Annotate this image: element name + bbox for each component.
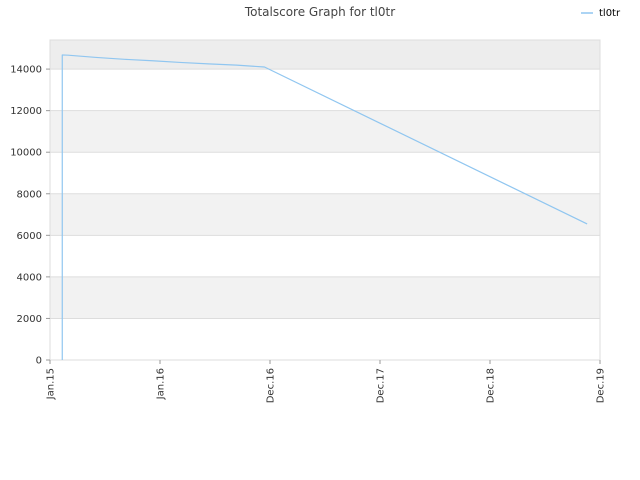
x-tick-label: Jan.16 (156, 368, 167, 400)
y-tick-label: 0 (36, 356, 42, 367)
plot-band (50, 69, 600, 111)
x-tick-label: Jan.15 (46, 368, 57, 400)
y-axis-ticks: 0 2000 4000 6000 8000 10000 12000 14000 (10, 65, 50, 367)
plot-band (50, 40, 600, 70)
chart-title: Totalscore Graph for tl0tr (244, 5, 395, 19)
y-tick-label: 6000 (17, 231, 42, 242)
y-tick-label: 14000 (10, 65, 42, 76)
legend[interactable]: tl0tr (581, 8, 621, 19)
plot-band (50, 318, 600, 360)
plot-band (50, 152, 600, 194)
legend-label: tl0tr (599, 8, 621, 19)
x-tick-label: Dec.19 (596, 368, 607, 403)
x-tick-label: Dec.17 (376, 368, 387, 403)
y-tick-label: 10000 (10, 148, 42, 159)
y-tick-label: 4000 (17, 272, 42, 283)
x-axis-ticks: Jan.15 Jan.16 Dec.16 Dec.17 Dec.18 Dec.19 (46, 360, 607, 403)
plot-band (50, 235, 600, 277)
y-tick-label: 12000 (10, 106, 42, 117)
y-tick-label: 8000 (17, 189, 42, 200)
plot-band (50, 276, 600, 319)
y-tick-label: 2000 (17, 314, 42, 325)
series-layer (61, 54, 588, 361)
plot-band (50, 193, 600, 236)
plot-frame (49, 39, 601, 361)
x-tick-label: Dec.16 (266, 368, 277, 403)
plot-band (50, 110, 600, 153)
plot-background-bands (50, 40, 600, 360)
gridlines (50, 68, 600, 361)
x-tick-label: Dec.18 (486, 368, 497, 403)
